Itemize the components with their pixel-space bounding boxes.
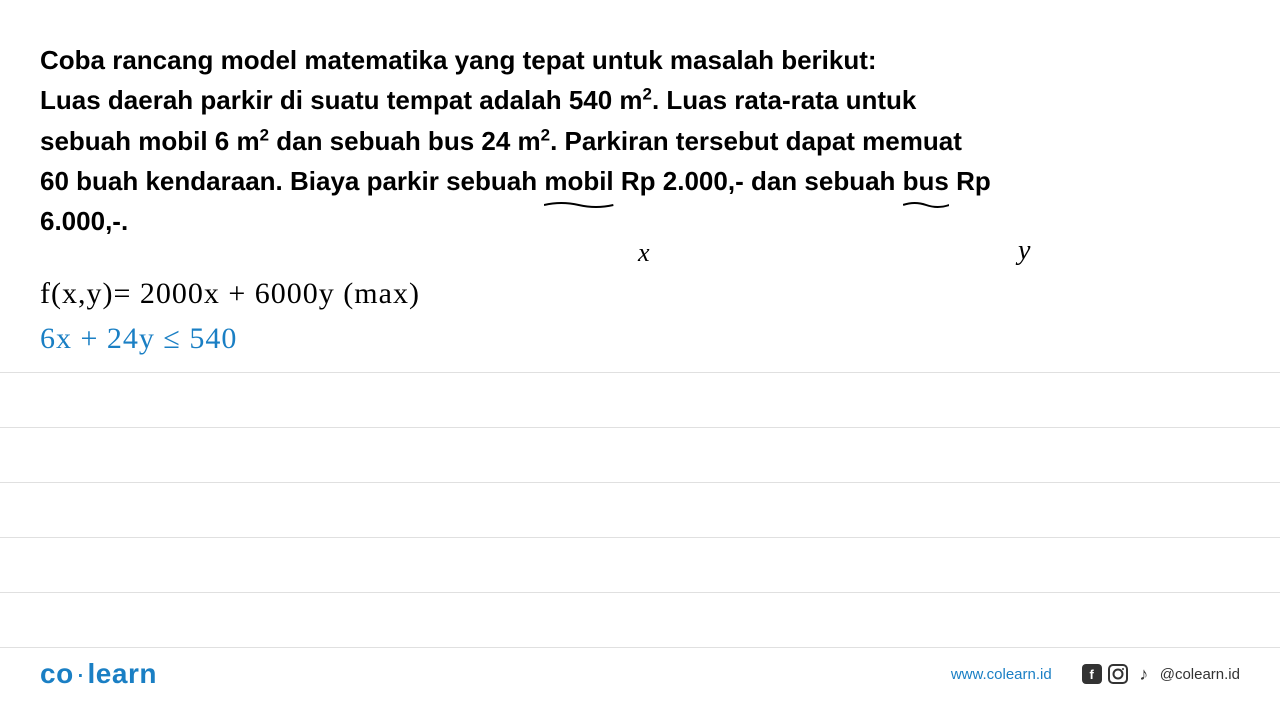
handwritten-equation-1: f(x,y)= 2000x + 6000y (max) [40,271,1240,316]
logo: co·learn [40,658,157,690]
ruled-line [0,593,1280,648]
problem-line4-part2: Rp 2.000,- dan sebuah [614,166,903,196]
handwritten-work-area: f(x,y)= 2000x + 6000y (max) 6x + 24y ≤ 5… [40,271,1240,361]
ruled-line [0,428,1280,483]
squiggle-underline-icon [544,201,613,209]
handwritten-equation-2: 6x + 24y ≤ 540 [40,316,1240,361]
superscript: 2 [260,125,269,144]
annotation-x-variable: x [638,238,650,268]
problem-line2-part1: Luas daerah parkir di suatu tempat adala… [40,85,643,115]
logo-part1: co [40,658,74,689]
tiktok-icon: ♪ [1134,664,1154,684]
annotation-y-variable: y [1018,235,1030,267]
ruled-line [0,483,1280,538]
logo-part2: learn [88,658,157,689]
main-content: Coba rancang model matematika yang tepat… [0,0,1280,361]
superscript: 2 [643,85,652,104]
underlined-bus: bus [903,161,949,201]
footer-right: www.colearn.id f ♪ @colearn.id [951,664,1240,684]
social-handle: @colearn.id [1160,666,1240,683]
footer: co·learn www.colearn.id f ♪ @colearn.id [0,658,1280,690]
problem-line3-part1: sebuah mobil 6 m [40,126,260,156]
underlined-mobil: mobil [544,161,613,201]
problem-line4-part3: Rp [949,166,991,196]
ruled-line [0,538,1280,593]
logo-separator: · [76,658,86,689]
website-url: www.colearn.id [951,666,1052,683]
problem-line2-part2: . Luas rata-rata untuk [652,85,916,115]
problem-statement: Coba rancang model matematika yang tepat… [40,40,1240,241]
ruled-line [0,373,1280,428]
superscript: 2 [541,125,550,144]
ruled-lines-background [0,318,1280,648]
social-links: f ♪ @colearn.id [1082,664,1240,684]
squiggle-underline-icon [903,201,949,209]
problem-line3-part2: dan sebuah bus 24 m [269,126,541,156]
problem-line1: Coba rancang model matematika yang tepat… [40,45,877,75]
facebook-icon: f [1082,664,1102,684]
instagram-icon [1108,664,1128,684]
problem-line5: 6.000,-. [40,206,128,236]
problem-line4-part1: 60 buah kendaraan. Biaya parkir sebuah [40,166,544,196]
problem-line3-part3: . Parkiran tersebut dapat memuat [550,126,962,156]
